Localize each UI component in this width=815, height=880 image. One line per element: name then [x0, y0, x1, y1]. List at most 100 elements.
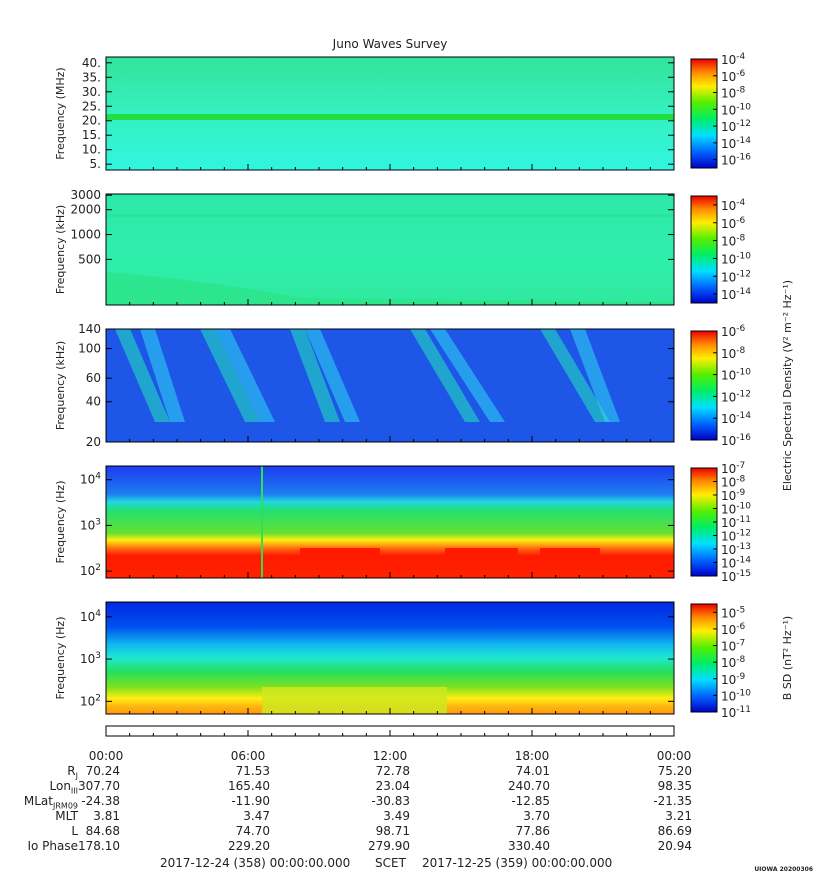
time-tick-label: 00:00	[89, 749, 124, 763]
y-tick-label: 3000	[70, 188, 101, 202]
ephemeris-value: 330.40	[508, 839, 550, 853]
ephemeris-row: MLT 3.81 3.47 3.49 3.70 3.21	[0, 809, 815, 824]
y-tick-label: 102	[80, 563, 101, 578]
y-axis-label: Frequency (kHz)	[54, 205, 67, 294]
colorbar-tick-label: 10-16	[721, 433, 751, 448]
dim-band	[262, 687, 447, 714]
panel-3: 140 100 60 40 20 Frequency (kHz) 10-6 10-8 10-10…	[54, 280, 794, 491]
ephemeris-value: 3.47	[243, 809, 270, 823]
ephemeris-value: -21.35	[653, 794, 692, 808]
colorbar-tick-label: 10-6	[721, 216, 746, 231]
ephemeris-value: 70.24	[85, 764, 120, 778]
colorbar-tick-label: 10-12	[721, 269, 751, 284]
ephemeris-row: MLatJRM09 -24.38 -11.90 -30.83 -12.85 -21.35	[0, 794, 815, 811]
y-tick-label: 104	[80, 472, 101, 487]
y-tick-label: 60	[86, 371, 101, 385]
colorbar-tick-label: 10-14	[721, 136, 751, 151]
footer-scet: SCET	[375, 856, 406, 870]
ephemeris-value: 74.01	[515, 764, 550, 778]
y-tick-label: 500	[78, 252, 101, 266]
ephemeris-label: L	[71, 824, 78, 838]
y-tick-label: 20.	[82, 114, 101, 128]
colorbar-tick-label: 10-8	[721, 234, 746, 249]
burst-streak	[290, 329, 340, 422]
colorbar-tick-label: 10-10	[721, 688, 751, 703]
burst-streak	[215, 329, 275, 422]
panel-1-spectrogram	[106, 57, 674, 170]
y-tick-label: 103	[80, 517, 101, 532]
colorbar-tick-label: 10-4	[721, 198, 746, 213]
footer-end: 2017-12-25 (359) 00:00:00.000	[422, 856, 613, 870]
burst-streak	[540, 329, 610, 422]
y-tick-label: 40	[86, 395, 101, 409]
y-tick-label: 20	[86, 435, 101, 449]
y-tick-label: 100	[78, 342, 101, 356]
ephemeris-value: 72.78	[375, 764, 410, 778]
ephemeris-label: LonIII	[49, 779, 79, 796]
panel-4-spectrogram	[106, 466, 674, 578]
intense-band	[540, 548, 600, 558]
chart-title: Juno Waves Survey	[332, 37, 448, 51]
colorbar-tick-label: 10-11	[721, 705, 751, 720]
time-tick-label: 18:00	[515, 749, 550, 763]
y-tick-label: 2000	[70, 203, 101, 217]
burst-streak	[140, 329, 185, 422]
colorbar-tick-label: 10-7	[721, 639, 745, 654]
y-tick-label: 10.	[82, 143, 101, 157]
colorbar-tick-label: 10-12	[721, 119, 751, 134]
ephemeris-label: MLT	[55, 809, 78, 823]
ephemeris-value: -12.85	[511, 794, 550, 808]
emission-band	[106, 114, 674, 120]
colorbar	[690, 195, 718, 304]
ephemeris-value: 98.71	[375, 824, 410, 838]
colorbar-tick-label: 10-4	[721, 52, 746, 67]
burst-streak	[430, 329, 505, 422]
burst-streak	[410, 329, 480, 422]
ephemeris-value: 23.04	[375, 779, 410, 793]
intense-band	[300, 548, 380, 558]
colorbar	[690, 603, 718, 713]
colorbar-tick-label: 10-10	[721, 102, 751, 117]
y-tick-label: 104	[80, 609, 101, 624]
colorbar-tick-label: 10-5	[721, 605, 745, 620]
burst-streak	[200, 329, 260, 422]
colorbar-tick-label: 10-6	[721, 622, 746, 637]
ephemeris-value: -24.38	[81, 794, 120, 808]
colorbar-tick-label: 10-8	[721, 86, 746, 101]
colorbar	[690, 330, 718, 441]
panel-5: 104 103 102 Frequency (Hz) 10-5 10-6 10-710-8 1…	[54, 601, 794, 720]
time-tick-label: 00:00	[657, 749, 692, 763]
ephemeris-value: 20.94	[657, 839, 692, 853]
ephemeris-value: 307.70	[78, 779, 120, 793]
ephemeris-value: 74.70	[235, 824, 270, 838]
y-axis-label: Frequency (kHz)	[54, 341, 67, 430]
colorbar-tick-label: 10-8	[721, 655, 746, 670]
ephemeris-value: 75.20	[657, 764, 692, 778]
colorbar-tick-label: 10-15	[721, 569, 751, 584]
colorbar-tick-label: 10-6	[721, 324, 746, 339]
ephemeris-value: 86.69	[657, 824, 692, 838]
y-tick-label: 140	[78, 322, 101, 336]
ephemeris-value: 3.21	[665, 809, 692, 823]
y-axis-label: Frequency (Hz)	[54, 481, 67, 564]
panel-1: 40.35.30.25.20.15.10.5. Frequency (MHz) 10…	[54, 52, 751, 171]
ephemeris-label: RJ	[67, 764, 78, 781]
colorbar-tick-label: 10-10	[721, 368, 751, 383]
ephemeris-value: -30.83	[371, 794, 410, 808]
colorbar-tick-label: 10-14	[721, 287, 751, 302]
y-tick-label: 102	[80, 693, 101, 708]
colorbar-tick-label: 10-9	[721, 672, 746, 687]
ephemeris-value: -11.90	[231, 794, 270, 808]
y-tick-label: 40.	[82, 56, 101, 70]
colorbar-tick-label: 10-14	[721, 411, 751, 426]
ephemeris-label: MLatJRM09	[23, 794, 78, 811]
colorbar-label: Electric Spectral Density (V² m⁻² Hz⁻¹)	[781, 280, 794, 491]
ephemeris-row: Io Phase 178.10 229.20 279.90 330.40 20.94	[0, 839, 815, 854]
ephemeris-value: 3.70	[523, 809, 550, 823]
y-axis-label: Frequency (MHz)	[54, 67, 67, 159]
colorbar-tick-label: 10-6	[721, 69, 746, 84]
y-tick-label: 25.	[82, 99, 101, 113]
